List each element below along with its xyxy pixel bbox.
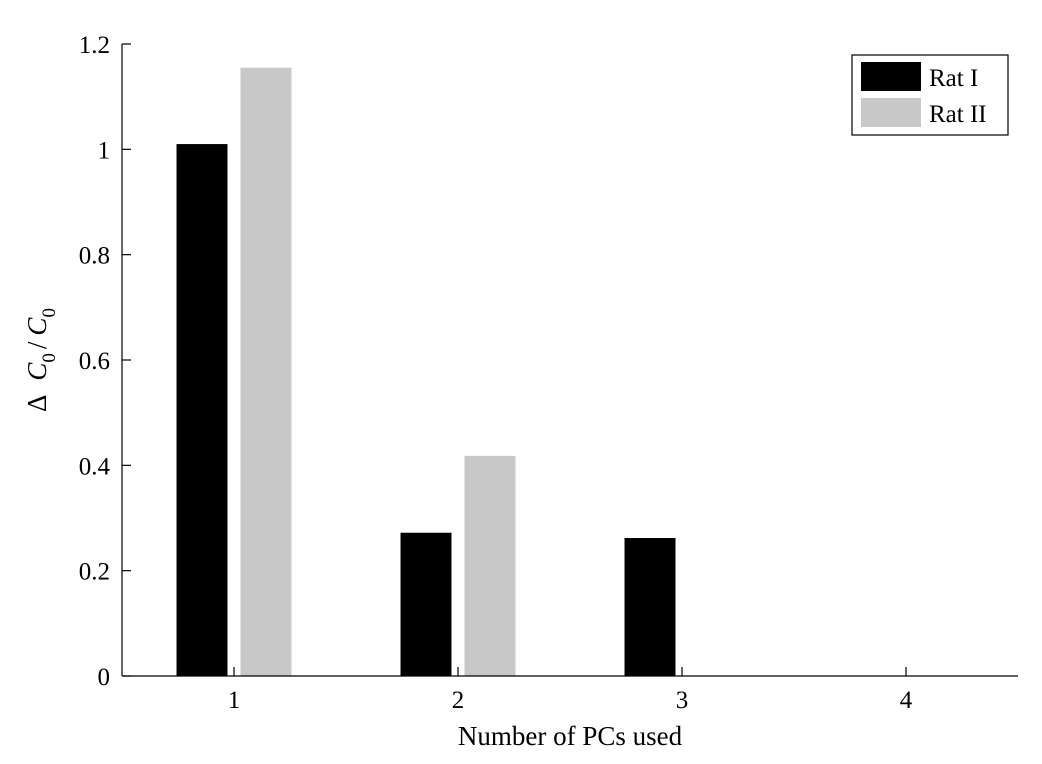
bar-rat-i-3	[624, 538, 676, 676]
legend: Rat I Rat II	[851, 54, 1009, 136]
bar-rat-ii-2	[464, 455, 516, 676]
y-axis-title-denominator: C	[22, 317, 52, 336]
bar-rat-ii-1	[240, 67, 292, 676]
y-axis-title-prefix: Δ	[22, 395, 52, 412]
y-tick-label: 0.6	[79, 348, 110, 375]
y-axis-ticks: 0 0.2 0.4 0.6 0.8 1 1.2	[79, 32, 131, 691]
y-axis-title: ΔC0/C0	[22, 308, 60, 412]
legend-label: Rat II	[929, 101, 987, 128]
y-tick-label: 1.2	[79, 32, 110, 59]
legend-swatch	[861, 98, 921, 127]
x-axis-title: Number of PCs used	[458, 721, 683, 751]
y-axis-title-denominator-subscript: 0	[39, 308, 60, 318]
x-axis-ticks: 1 2 3 4	[228, 667, 913, 714]
x-tick-label: 3	[676, 687, 689, 714]
legend-label: Rat I	[929, 65, 978, 92]
bar-rat-i-1	[176, 144, 228, 677]
y-tick-label: 1	[98, 137, 111, 164]
y-tick-label: 0.2	[79, 559, 110, 586]
y-axis-title-slash: /	[22, 341, 52, 349]
x-tick-label: 2	[452, 687, 465, 714]
bar-rat-i-2	[400, 532, 452, 676]
y-tick-label: 0.8	[79, 243, 110, 270]
legend-swatch	[861, 62, 921, 91]
y-tick-label: 0.4	[79, 453, 111, 480]
bars	[176, 67, 676, 677]
y-axis-title-numerator-subscript: 0	[39, 353, 60, 363]
y-axis-title-numerator: C	[22, 362, 52, 381]
x-tick-label: 4	[900, 687, 913, 714]
x-tick-label: 1	[228, 687, 241, 714]
y-tick-label: 0	[98, 664, 111, 691]
